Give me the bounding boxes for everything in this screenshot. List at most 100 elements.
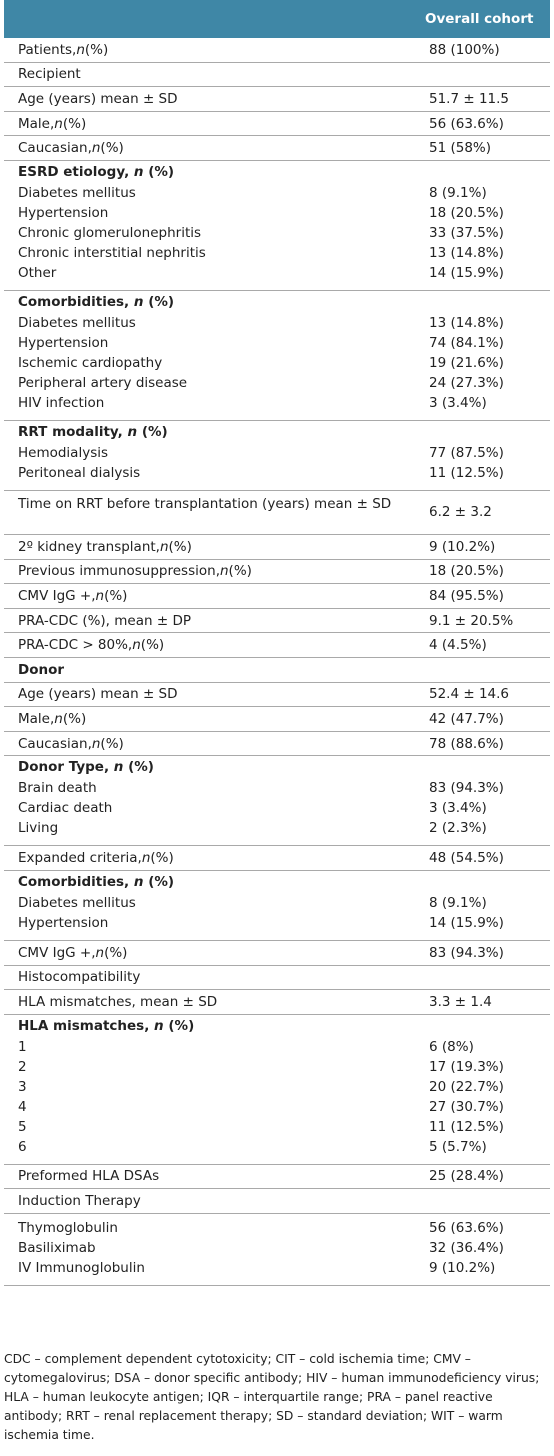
table-body: Patients, n (%) 88 (100%) Recipient Age (ye…	[4, 38, 550, 1286]
row-label: Preformed HLA DSAs	[18, 1168, 160, 1185]
row-label: Histocompatibility	[18, 969, 141, 986]
group-heading: RRT modality, n (%)	[18, 423, 168, 440]
group-item-label: Basiliximab	[18, 1239, 96, 1256]
row-label: PRA-CDC > 80%, n (%)	[18, 637, 165, 654]
group-item-label: 4	[18, 1098, 27, 1115]
group-item-value: 77 (87.5%)	[429, 444, 504, 461]
group-item-label: Brain death	[18, 780, 97, 797]
group-item-value: 5 (5.7%)	[429, 1138, 487, 1155]
group-item-label: IV Immunoglobulin	[18, 1259, 145, 1276]
row-value: 9.1 ± 20.5%	[429, 612, 514, 629]
row-value: 42 (47.7%)	[429, 710, 504, 727]
group-item-value: 2 (2.3%)	[429, 820, 487, 837]
row-label: PRA-CDC (%), mean ± DP	[18, 612, 191, 629]
group-heading: Donor Type, n (%)	[18, 759, 154, 776]
table-row: Patients, n (%) 88 (100%)	[4, 38, 550, 63]
group-item-value: 33 (37.5%)	[429, 224, 504, 241]
group-item-value: 14 (15.9%)	[429, 914, 504, 931]
group-item-value: 3 (3.4%)	[429, 800, 487, 817]
row-value: 51.7 ± 11.5	[429, 90, 510, 107]
group-item-label: Ischemic cardiopathy	[18, 354, 163, 371]
group-item-label: Chronic glomerulonephritis	[18, 224, 202, 241]
group-item-value: 11 (12.5%)	[429, 1118, 504, 1135]
group-item-label: Hemodialysis	[18, 444, 109, 461]
group-item-value: 13 (14.8%)	[429, 314, 504, 331]
group-item-value: 18 (20.5%)	[429, 204, 504, 221]
group-item-value: 9 (10.2%)	[429, 1259, 496, 1276]
group-item-value: 24 (27.3%)	[429, 374, 504, 391]
table-row: Age (years) mean ± SD 52.4 ± 14.6	[4, 683, 550, 708]
table-row: Previous immunosuppression, n (%) 18 (20.…	[4, 560, 550, 585]
group-item-value: 83 (94.3%)	[429, 780, 504, 797]
group-item-value: 14 (15.9%)	[429, 264, 504, 281]
table-row: 2º kidney transplant, n (%) 9 (10.2%)	[4, 535, 550, 560]
header-overall-cohort: Overall cohort	[425, 11, 534, 27]
group-item-label: Hypertension	[18, 204, 109, 221]
group-item-label: Peripheral artery disease	[18, 374, 188, 391]
group-item-label: Peritoneal dialysis	[18, 464, 141, 481]
table-row: Preformed HLA DSAs 25 (28.4%)	[4, 1165, 550, 1190]
group-item-label: Diabetes mellitus	[18, 184, 136, 201]
table-row: Donor Type, n (%) Brain death 83 (94.3%) Ca…	[4, 756, 550, 847]
group-item-label: HIV infection	[18, 394, 105, 411]
table-row: Expanded criteria, n (%) 48 (54.5%)	[4, 846, 550, 871]
group-item-label: Hypertension	[18, 914, 109, 931]
group-item-value: 8 (9.1%)	[429, 894, 487, 911]
row-value: 52.4 ± 14.6	[429, 686, 510, 703]
table-row: ESRD etiology, n (%) Diabetes mellitus 8 (…	[4, 161, 550, 291]
group-item-label: 2	[18, 1058, 27, 1075]
row-value: 25 (28.4%)	[429, 1168, 504, 1185]
table-row: Age (years) mean ± SD 51.7 ± 11.5	[4, 87, 550, 112]
row-value: 51 (58%)	[429, 140, 492, 157]
group-item-value: 6 (8%)	[429, 1038, 474, 1055]
row-label: Age (years) mean ± SD	[18, 686, 178, 703]
group-heading: HLA mismatches, n (%)	[18, 1017, 195, 1034]
group-item-value: 27 (30.7%)	[429, 1098, 504, 1115]
table-footnote: CDC – complement dependent cytotoxicity;…	[4, 1352, 540, 1442]
row-value: 3.3 ± 1.4	[429, 993, 492, 1010]
row-label: Recipient	[18, 66, 81, 83]
group-item-value: 17 (19.3%)	[429, 1058, 504, 1075]
group-item-label: 1	[18, 1038, 27, 1055]
table-row: Histocompatibility	[4, 966, 550, 991]
row-label: CMV IgG +, n (%)	[18, 587, 128, 604]
row-value: 18 (20.5%)	[429, 563, 504, 580]
row-label: Previous immunosuppression, n (%)	[18, 563, 252, 580]
table-row: Male, n (%) 42 (47.7%)	[4, 707, 550, 732]
table-row: CMV IgG +, n (%) 84 (95.5%)	[4, 584, 550, 609]
group-item-value: 19 (21.6%)	[429, 354, 504, 371]
table-row: Induction Therapy	[4, 1189, 550, 1214]
group-item-value: 56 (63.6%)	[429, 1219, 504, 1236]
group-item-value: 74 (84.1%)	[429, 334, 504, 351]
row-value: 84 (95.5%)	[429, 587, 504, 604]
group-item-label: Other	[18, 264, 57, 281]
row-label: Caucasian, n (%)	[18, 140, 124, 157]
table-row: Donor	[4, 658, 550, 683]
table-row: Comorbidities, n (%) Diabetes mellitus 8 (…	[4, 871, 550, 941]
table-row: RRT modality, n (%) Hemodialysis 77 (87.5%…	[4, 421, 550, 491]
row-value: 9 (10.2%)	[429, 538, 496, 555]
group-item-value: 32 (36.4%)	[429, 1239, 504, 1256]
group-heading: Comorbidities, n (%)	[18, 873, 175, 890]
table-row: HLA mismatches, n (%) 1 6 (8%) 2 17 (19.3%) 3…	[4, 1015, 550, 1165]
group-item-label: Cardiac death	[18, 800, 113, 817]
row-label: Induction Therapy	[18, 1193, 141, 1210]
group-item-value: 3 (3.4%)	[429, 394, 487, 411]
group-item-label: 5	[18, 1118, 27, 1135]
group-item-value: 11 (12.5%)	[429, 464, 504, 481]
table-header: Overall cohort	[4, 0, 550, 38]
table-row: PRA-CDC > 80%, n (%) 4 (4.5%)	[4, 633, 550, 658]
group-item-label: Diabetes mellitus	[18, 314, 136, 331]
table-row: Caucasian, n (%) 51 (58%)	[4, 136, 550, 161]
group-item-value: 8 (9.1%)	[429, 184, 487, 201]
row-label: Age (years) mean ± SD	[18, 90, 178, 107]
table-row: CMV IgG +, n (%) 83 (94.3%)	[4, 941, 550, 966]
cohort-table: Overall cohort Patients, n (%) 88 (100%) R…	[4, 0, 550, 1286]
row-value: 83 (94.3%)	[429, 944, 504, 961]
table-row: Thymoglobulin 56 (63.6%) Basiliximab 32 (36…	[4, 1214, 550, 1286]
table-row: Time on RRT before transplantation (year…	[4, 491, 550, 535]
group-heading: ESRD etiology, n (%)	[18, 163, 175, 180]
row-label: CMV IgG +, n (%)	[18, 944, 128, 961]
table-row: Male, n (%) 56 (63.6%)	[4, 112, 550, 137]
group-item-label: Hypertension	[18, 334, 109, 351]
